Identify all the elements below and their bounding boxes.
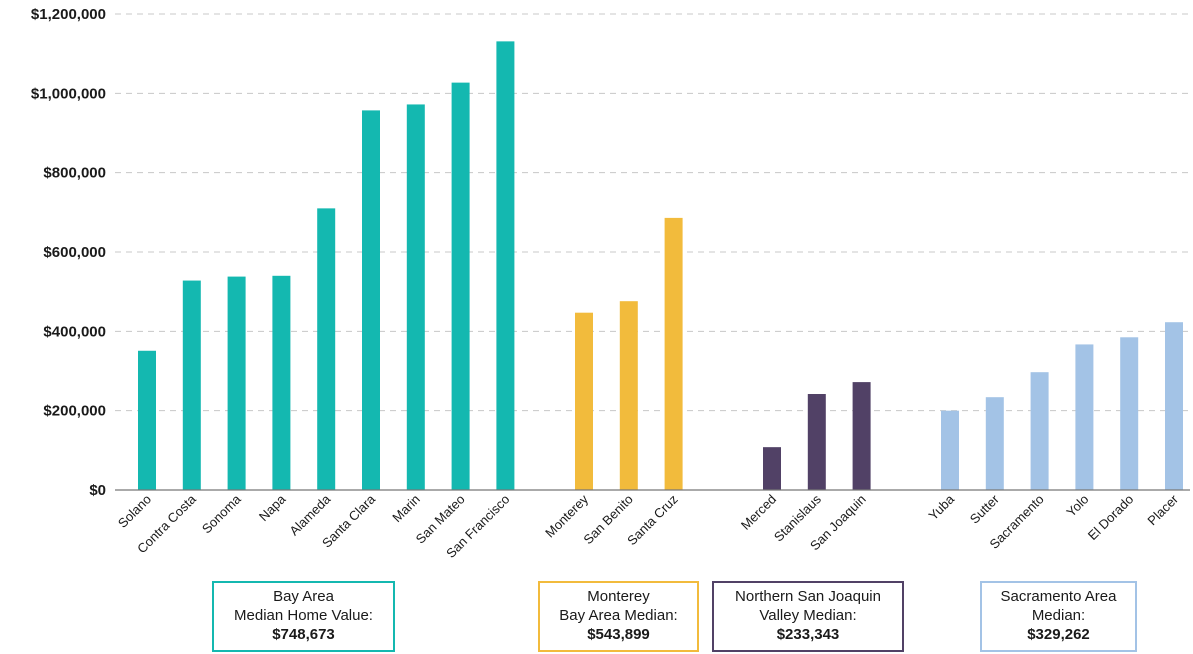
median-box-value: $233,343 [776,626,840,643]
x-tick-label: Merced [738,492,779,533]
bar-sonoma [227,276,246,490]
median-box-line: Bay Area [273,588,334,605]
monterey-bay-median-box: Monterey Bay Area Median: $543,899 [538,581,699,652]
y-tick-label: $1,000,000 [31,85,106,102]
x-tick-label: Sutter [967,491,1003,527]
y-tick-label: $600,000 [43,244,106,261]
y-tick-label: $400,000 [43,323,106,340]
bar-sutter [985,397,1004,490]
bar-napa [272,275,291,490]
y-axis-tick-labels: $0 $200,000 $400,000 $600,000 $800,000 $1,000… [31,6,106,499]
median-box-value: $543,899 [587,626,650,643]
bar-san-francisco [496,41,515,491]
bar-san-mateo [451,82,470,490]
bar-marin [406,104,425,490]
bar-alameda [317,208,336,490]
bar-yolo [1075,344,1094,490]
median-box-line: Northern San Joaquin [735,588,881,605]
sacramento-area-median-box: Sacramento Area Median: $329,262 [980,581,1137,652]
bay-area-median-box: Bay Area Median Home Value: $748,673 [212,581,395,652]
y-tick-label: $1,200,000 [31,6,106,23]
median-box-line: Sacramento Area [1000,588,1117,605]
median-box-value: $329,262 [1027,626,1090,643]
bar-placer [1165,322,1183,490]
x-tick-label: Sonoma [199,491,244,536]
x-tick-label: Napa [256,491,289,524]
bar-santa-cruz [664,217,683,491]
bar-yuba [941,410,959,490]
bar-san-joaquin [852,382,871,490]
bar-solano [138,350,156,490]
median-box-line: Bay Area Median: [559,607,678,624]
gridlines [115,13,1190,412]
bar-merced [763,447,781,490]
bar-el-dorado [1120,337,1139,490]
x-tick-label: Yolo [1063,492,1091,520]
x-tick-label: Solano [115,492,154,531]
x-tick-label: El Dorado [1085,492,1136,543]
median-box-line: Median Home Value: [234,607,373,624]
bar-santa-clara [362,110,380,490]
y-tick-label: $200,000 [43,403,106,420]
bar-stanislaus [807,394,826,490]
y-tick-label: $800,000 [43,165,106,182]
bar-monterey [575,312,593,490]
bar-contra-costa [182,280,201,490]
x-tick-label: Yuba [926,491,958,523]
bar-san-benito [619,301,638,490]
y-tick-label: $0 [89,482,106,499]
median-box-line: Median: [1031,607,1086,624]
median-box-line: Valley Median: [759,607,857,624]
bar-sacramento [1030,372,1049,490]
median-box-value: $748,673 [272,626,335,643]
median-box-line: Monterey [587,588,650,605]
northern-san-joaquin-median-box: Northern San Joaquin Valley Median: $233… [712,581,904,652]
bars [138,41,1183,491]
x-tick-label: Marin [389,492,423,526]
x-tick-label: Placer [1144,491,1181,528]
